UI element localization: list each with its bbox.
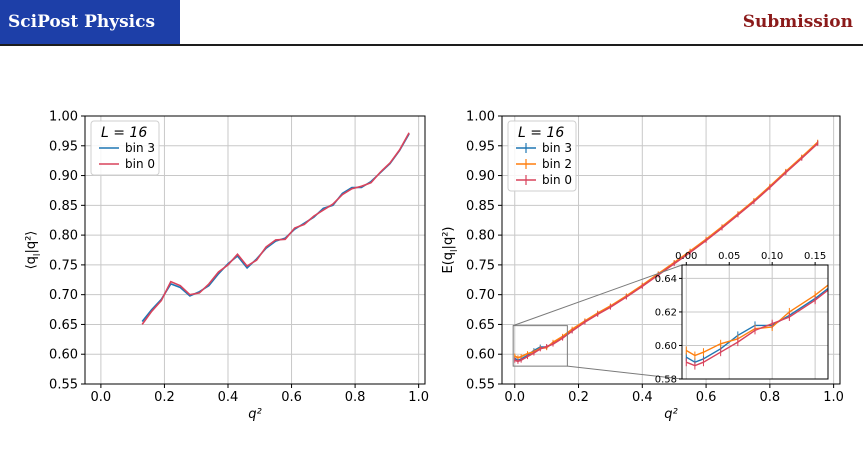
chart0-ytick-label-1: 0.60 <box>49 348 78 363</box>
chart0-ytick-label-5: 0.80 <box>49 229 78 244</box>
chart1-inset-ytick-label-0: 0.58 <box>655 375 677 386</box>
chart0-ytick-label-6: 0.85 <box>49 199 78 214</box>
chart0-ytick-label-2: 0.65 <box>49 318 78 333</box>
header-rule <box>0 44 863 46</box>
chart0-xtick-label-5: 1.0 <box>408 390 429 405</box>
chart1-legend-label-1: bin 2 <box>542 157 572 171</box>
chart0-series-1-line <box>141 132 410 325</box>
chart0-legend-box <box>90 120 160 176</box>
chart1-ytick-label-8: 0.95 <box>466 139 495 154</box>
chart1-zoom-connector-0 <box>512 264 683 327</box>
chart0-ytick-label-4: 0.75 <box>49 258 78 273</box>
chart1-ytick-label-0: 0.55 <box>466 378 495 393</box>
chart1-inset-frame <box>681 264 829 380</box>
chart1-xtick-label-0: 0.0 <box>504 390 525 405</box>
chart0-series-0-line <box>141 133 410 322</box>
chart1-inset-series-0-line <box>685 287 828 363</box>
chart0-xlabel: q² <box>248 407 261 422</box>
chart1-xtick-label-5: 1.0 <box>823 390 844 405</box>
chart1-legend-label-2: bin 0 <box>542 173 572 187</box>
chart1-inset-xtick-label-3: 0.15 <box>804 251 826 262</box>
chart1-xlabel: q² <box>664 407 677 422</box>
chart1-inset-series-2-line <box>686 289 828 367</box>
chart0-xtick-label-4: 0.8 <box>345 390 366 405</box>
chart0-xtick-label-2: 0.4 <box>218 390 239 405</box>
chart1-xtick-label-4: 0.8 <box>760 390 781 405</box>
chart1-frame <box>501 115 841 385</box>
chart1-ytick-label-9: 1.00 <box>466 110 495 125</box>
chart0-legend-title: L = 16 <box>101 125 147 141</box>
chart1-ytick-label-2: 0.65 <box>466 318 495 333</box>
chart1-inset-xtick-label-1: 0.05 <box>718 251 740 262</box>
chart0-frame <box>84 115 426 385</box>
chart1-zoom-region <box>512 325 568 367</box>
chart1-xtick-label-2: 0.4 <box>632 390 653 405</box>
journal-badge: SciPost Physics <box>0 0 180 46</box>
chart0-legend-label-1: bin 0 <box>125 157 155 171</box>
chart1-ytick-label-1: 0.60 <box>466 348 495 363</box>
chart1-ytick-label-5: 0.80 <box>466 229 495 244</box>
chart0-legend-label-0: bin 3 <box>125 141 155 155</box>
chart1-legend-box <box>507 120 577 192</box>
chart1-inset-ytick-label-1: 0.60 <box>655 341 677 352</box>
chart1-ytick-label-7: 0.90 <box>466 169 495 184</box>
chart0-ytick-label-7: 0.90 <box>49 169 78 184</box>
chart1-inset-ytick-label-3: 0.64 <box>655 274 677 285</box>
chart1-series-2-line <box>514 142 819 363</box>
chart0-ylabel: ⟨ql|q²⟩ <box>24 231 43 270</box>
journal-header: SciPost Physics Submission <box>0 0 863 46</box>
submission-label: Submission <box>742 12 853 32</box>
chart1-inset-ytick-label-2: 0.62 <box>655 307 677 318</box>
chart1-zoom-connector-1 <box>567 365 683 380</box>
chart1-inset-xtick-label-2: 0.10 <box>761 251 783 262</box>
chart1-series-1-line <box>514 141 819 359</box>
chart0-ytick-label-3: 0.70 <box>49 288 78 303</box>
chart1-ytick-label-3: 0.70 <box>466 288 495 303</box>
chart1-ylabel: E(ql|q²) <box>441 227 460 274</box>
chart1-ytick-label-4: 0.75 <box>466 258 495 273</box>
chart0-xtick-label-1: 0.2 <box>154 390 175 405</box>
chart1-ytick-label-6: 0.85 <box>466 199 495 214</box>
chart0-ytick-label-8: 0.95 <box>49 139 78 154</box>
chart0-xtick-label-0: 0.0 <box>91 390 112 405</box>
chart0-xtick-label-3: 0.6 <box>281 390 302 405</box>
chart0-ytick-label-9: 1.00 <box>49 110 78 125</box>
chart1-xtick-label-3: 0.6 <box>696 390 717 405</box>
chart1-inset-series-1-line <box>685 284 828 357</box>
chart1-xtick-label-1: 0.2 <box>568 390 589 405</box>
chart1-legend-title: L = 16 <box>518 125 564 141</box>
chart1-inset-xtick-label-0: 0.00 <box>675 251 697 262</box>
chart0-ytick-label-0: 0.55 <box>49 378 78 393</box>
chart1-legend-label-0: bin 3 <box>542 141 572 155</box>
journal-name: SciPost Physics <box>8 12 156 32</box>
